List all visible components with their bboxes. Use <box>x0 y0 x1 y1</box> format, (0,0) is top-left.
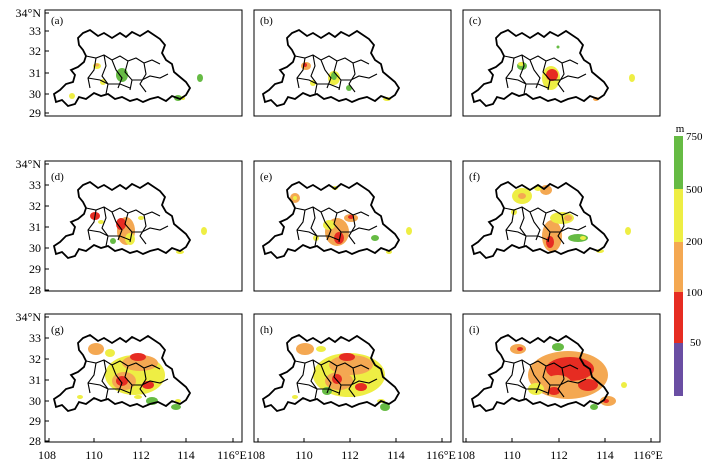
colorbar-segment-200 <box>674 242 683 292</box>
y-tick-34: 34°N <box>16 157 42 171</box>
colorbar-segment-500 <box>674 189 683 242</box>
panel-label-c: (c) <box>469 15 482 27</box>
y-tick-32: 32 <box>29 44 41 58</box>
colorbar-unit: m <box>676 123 685 135</box>
colorbar-label-500: 500 <box>686 184 703 196</box>
colorbar-label-750: 750 <box>686 131 703 143</box>
x-tick-116: 116°E <box>217 448 247 462</box>
map-panel-f: (f) <box>469 171 631 259</box>
panel-label-d: (d) <box>51 171 64 183</box>
map-panel-i: (i) <box>469 324 627 412</box>
map-frames <box>44 9 661 443</box>
y-tick-30: 30 <box>29 87 41 101</box>
y-tick-33: 33 <box>29 331 41 345</box>
panel-label-h: (h) <box>260 324 273 336</box>
x-tick-110: 110 <box>85 448 103 462</box>
map-panel-c: (c) <box>469 15 635 107</box>
frame-panel-f <box>462 160 661 292</box>
x-tick-108: 108 <box>457 448 475 462</box>
y-tick-29: 29 <box>29 262 41 276</box>
y-tick-31: 31 <box>29 220 41 234</box>
y-tick-28: 28 <box>29 283 41 297</box>
frame-panel-d <box>44 160 243 292</box>
map-panel-a: (a) <box>51 15 203 107</box>
shaded-areas-b <box>301 62 391 101</box>
x-tick-114: 114 <box>177 448 195 462</box>
frame-panel-c <box>462 9 661 117</box>
x-tick-112: 112 <box>341 448 359 462</box>
panel-label-g: (g) <box>51 324 64 336</box>
x-tick-110: 110 <box>503 448 521 462</box>
panel-label-e: (e) <box>260 171 273 183</box>
shaded-areas-f <box>511 185 631 253</box>
axis-ticks <box>45 12 652 442</box>
y-tick-32: 32 <box>29 352 41 366</box>
colorbar-label-100: 100 <box>686 287 703 299</box>
x-tick-112: 112 <box>132 448 150 462</box>
panel-label-a: (a) <box>51 15 64 27</box>
map-panel-d: (d) <box>51 171 207 259</box>
map-panel-h: (h) <box>260 324 400 412</box>
y-tick-30: 30 <box>29 241 41 255</box>
x-tick-110: 110 <box>295 448 313 462</box>
frame-panel-i <box>462 313 661 443</box>
frame-panel-g <box>44 313 243 443</box>
y-axis-labels-row-2: 34°N 33 32 31 30 29 28 <box>16 157 42 297</box>
y-tick-31: 31 <box>29 66 41 80</box>
panel-label-i: (i) <box>469 324 480 336</box>
colorbar-segment-750 <box>674 136 683 189</box>
frame-panel-a <box>44 9 243 117</box>
x-tick-114: 114 <box>387 448 405 462</box>
map-panel-e: (e) <box>260 171 412 259</box>
panel-label-f: (f) <box>469 171 480 183</box>
y-tick-28: 28 <box>29 434 41 448</box>
shaded-areas-c <box>517 45 635 101</box>
map-panel-b: (b) <box>260 15 400 107</box>
shaded-areas-h <box>292 343 390 411</box>
map-panel-g: (g) <box>51 324 191 412</box>
y-axis-labels-row-1: 34°N 33 32 31 30 29 <box>16 6 42 120</box>
colorbar: m 750 500 200 100 50 <box>674 123 703 396</box>
colorbar-segment-100 <box>674 292 683 343</box>
y-tick-30: 30 <box>29 394 41 408</box>
panel-label-b: (b) <box>260 15 273 27</box>
x-tick-114: 114 <box>596 448 614 462</box>
y-tick-33: 33 <box>29 178 41 192</box>
x-tick-112: 112 <box>550 448 568 462</box>
colorbar-label-200: 200 <box>686 236 703 248</box>
x-tick-108: 108 <box>247 448 265 462</box>
x-tick-116: 116°E <box>633 448 663 462</box>
y-axis-labels-row-3: 34°N 33 32 31 30 29 28 <box>16 310 42 448</box>
frame-panel-e <box>253 160 452 292</box>
colorbar-label-50: 50 <box>690 337 702 349</box>
y-tick-29: 29 <box>29 414 41 428</box>
shaded-areas-d <box>90 212 207 254</box>
x-tick-108: 108 <box>38 448 56 462</box>
y-tick-33: 33 <box>29 24 41 38</box>
y-tick-32: 32 <box>29 199 41 213</box>
frame-panel-b <box>253 9 452 117</box>
x-tick-116: 116°E <box>426 448 456 462</box>
y-tick-34: 34°N <box>16 310 42 324</box>
colorbar-segment-50 <box>674 343 683 396</box>
y-tick-34: 34°N <box>16 6 42 20</box>
x-axis-labels: 108 110 112 114 116°E 108 110 112 114 11… <box>38 448 663 462</box>
y-tick-29: 29 <box>29 106 41 120</box>
frame-panel-h <box>253 313 452 443</box>
shaded-areas-e <box>290 186 412 254</box>
y-tick-31: 31 <box>29 373 41 387</box>
